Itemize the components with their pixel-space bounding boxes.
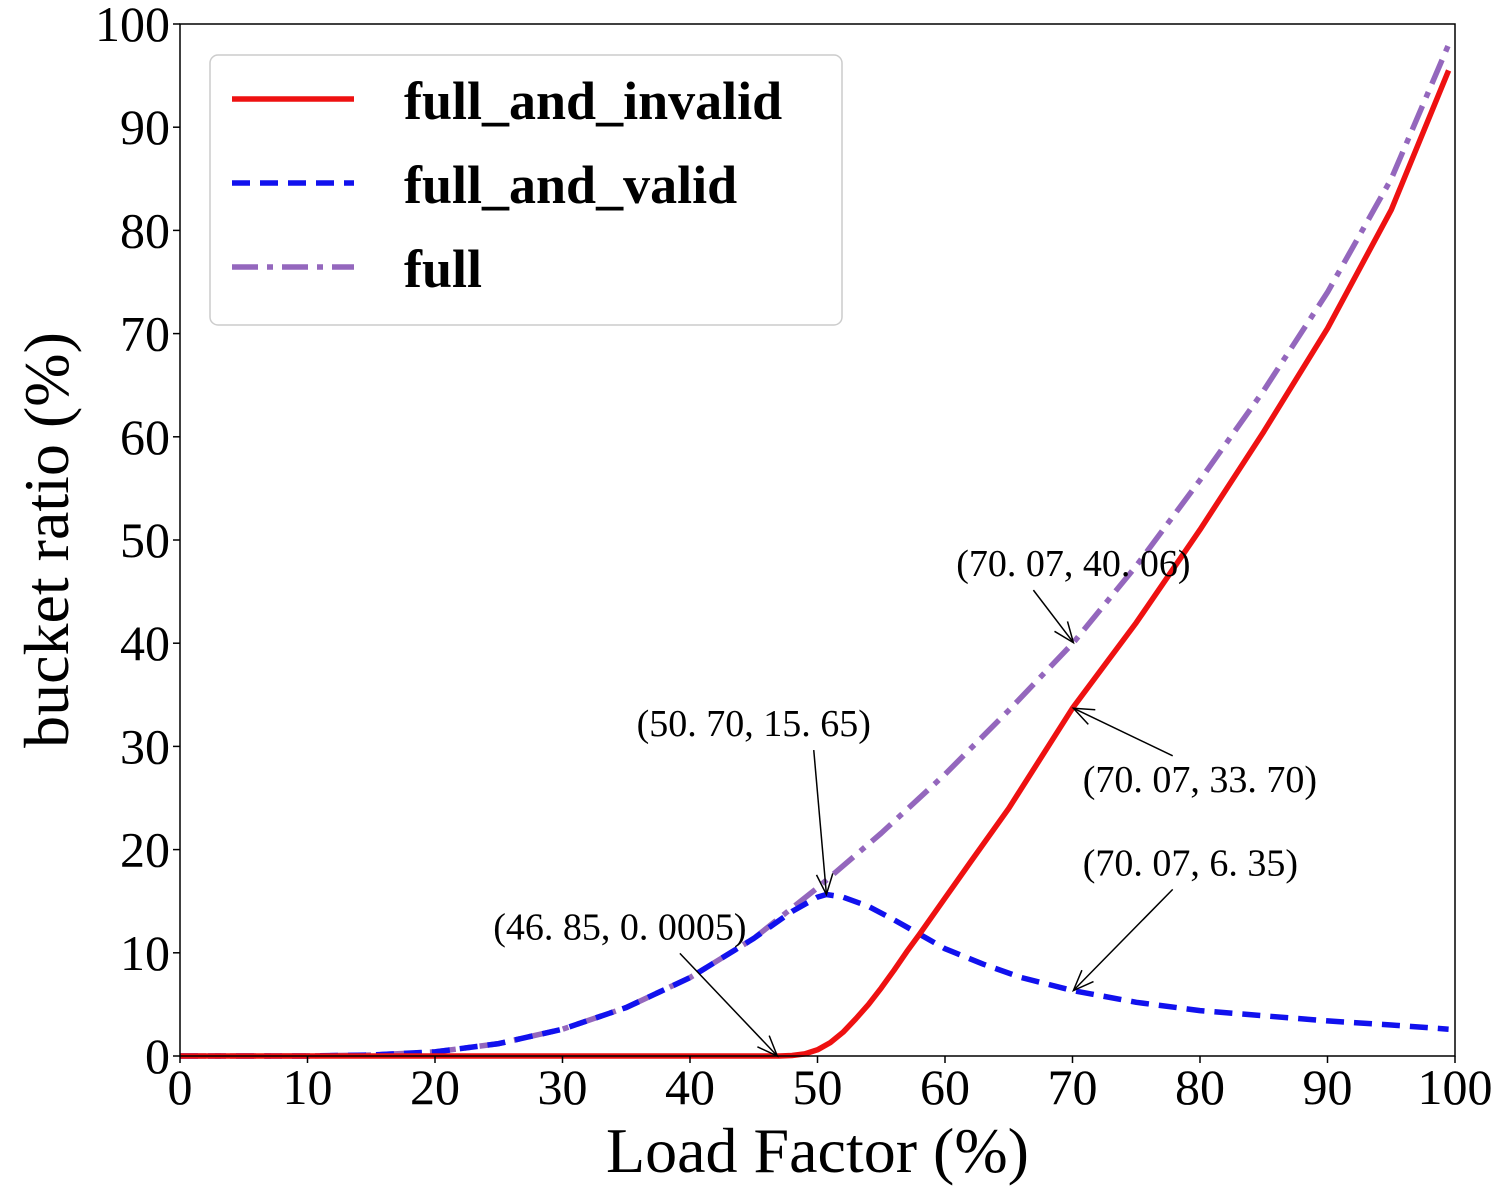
x-tick-label: 90 (1303, 1059, 1353, 1115)
y-tick-label: 60 (120, 409, 170, 465)
annotation-label: (50. 70, 15. 65) (637, 703, 871, 745)
annotation-label: (70. 07, 6. 35) (1083, 842, 1298, 884)
x-tick-label: 70 (1048, 1059, 1098, 1115)
y-tick-label: 80 (120, 202, 170, 258)
annotation-arrow (1072, 888, 1174, 991)
annotation-arrow (1032, 589, 1074, 644)
annotation-arrow (1073, 707, 1174, 757)
annotation-arrowhead (1054, 621, 1075, 645)
y-tick-label: 100 (95, 0, 170, 52)
x-tick-label: 30 (538, 1059, 588, 1115)
x-tick-label: 0 (168, 1059, 193, 1115)
y-tick-label: 20 (120, 822, 170, 878)
x-tick-label: 10 (283, 1059, 333, 1115)
annotation-arrowhead (1071, 969, 1094, 992)
y-tick-label: 40 (120, 615, 170, 671)
series-line-full-and-valid (180, 891, 1449, 1059)
legend: full_and_invalid full_and_valid full (209, 54, 843, 326)
y-axis-title: bucket ratio (%) (11, 332, 82, 748)
y-tick-label: 70 (120, 306, 170, 362)
y-tick-label: 10 (120, 925, 170, 981)
annotation-arrowhead (1071, 707, 1096, 725)
annotation-arrowhead (815, 873, 834, 897)
legend-label-full-and-invalid: full_and_invalid (404, 71, 782, 131)
legend-label-full-and-valid: full_and_valid (404, 155, 737, 215)
annotation-label: (46. 85, 0. 0005) (493, 906, 746, 948)
y-tick-label: 50 (120, 512, 170, 568)
annotations: (70. 07, 40. 06) (70. 07, 33. 70) (50. 70,… (493, 543, 1317, 1058)
x-tick-label: 40 (665, 1059, 715, 1115)
annotation-label: (70. 07, 33. 70) (1083, 759, 1317, 801)
annotation-arrow (813, 750, 828, 895)
x-tick-label: 80 (1175, 1059, 1225, 1115)
y-tick-label: 30 (120, 718, 170, 774)
annotation-arrow (679, 952, 778, 1057)
x-tick-label: 100 (1418, 1059, 1493, 1115)
y-tick-label: 90 (120, 99, 170, 155)
legend-label-full: full (404, 239, 482, 299)
y-tick-label: 0 (145, 1028, 170, 1084)
annotation-label: (70. 07, 40. 06) (956, 543, 1190, 585)
x-tick-label: 20 (410, 1059, 460, 1115)
x-tick-label: 50 (793, 1059, 843, 1115)
legend-box (209, 54, 843, 326)
y-axis-ticks: 0 10 20 30 40 50 60 70 80 90 100 (95, 0, 180, 1084)
x-axis-title: Load Factor (%) (606, 1115, 1029, 1186)
x-axis-ticks: 0 10 20 30 40 50 60 70 80 90 100 (168, 1056, 1493, 1115)
x-tick-label: 60 (920, 1059, 970, 1115)
